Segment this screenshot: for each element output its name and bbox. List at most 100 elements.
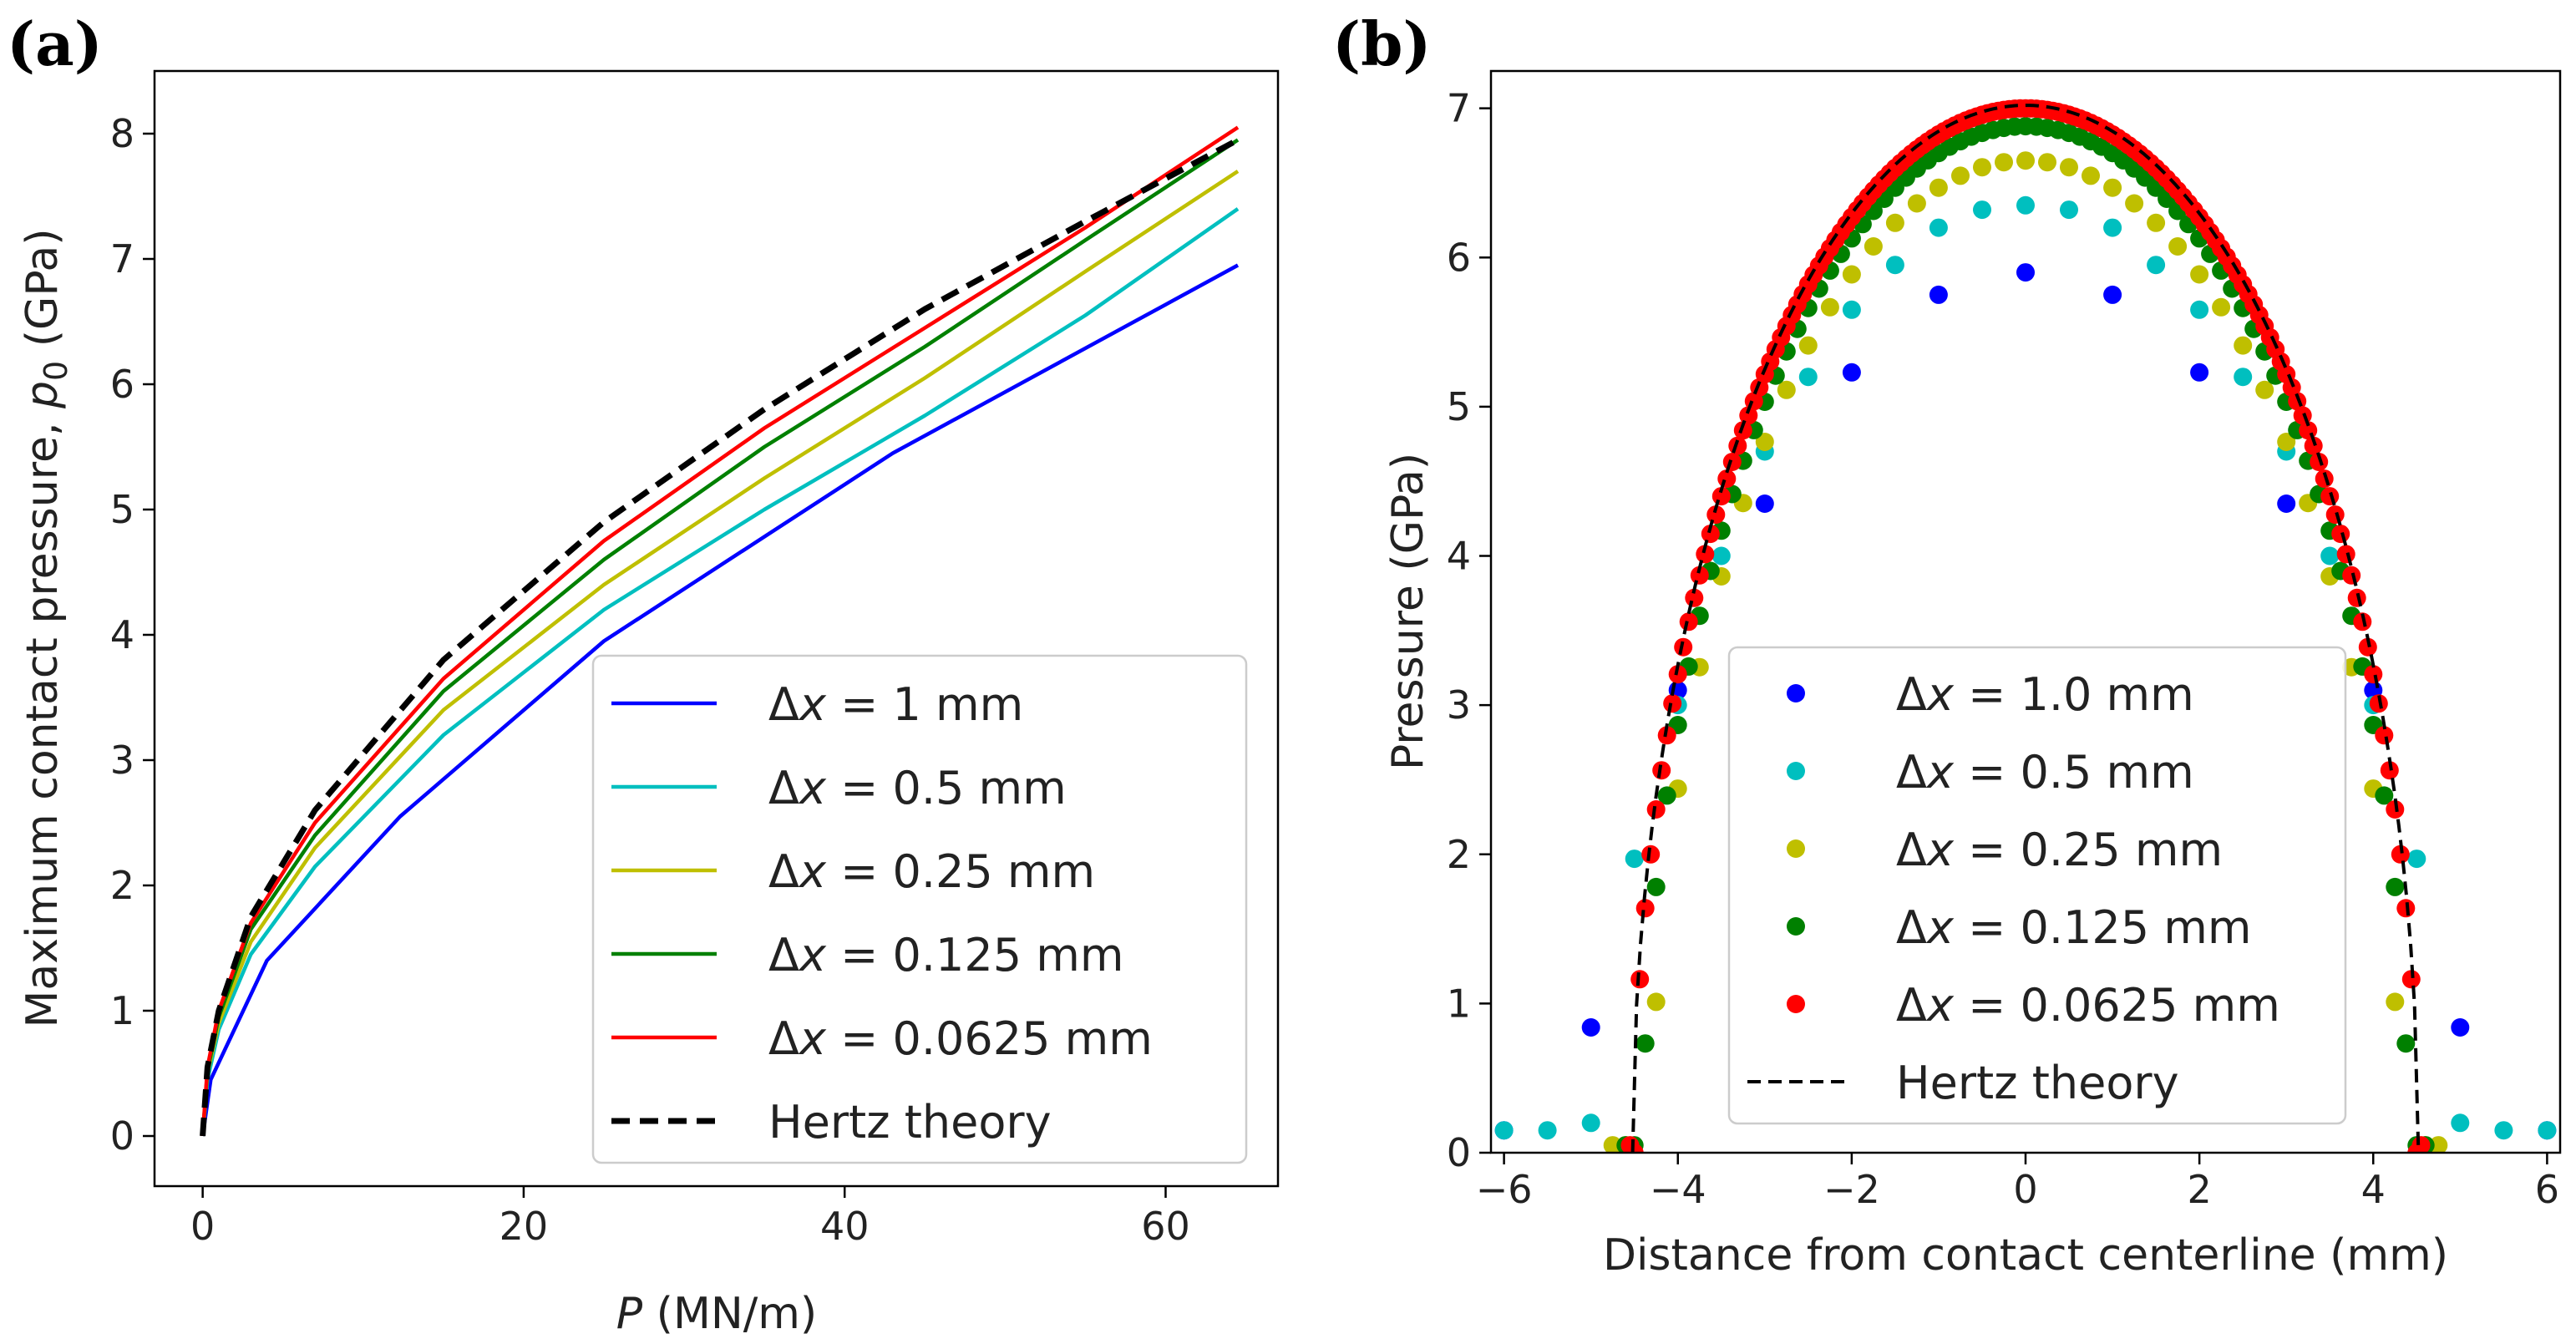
panel-a-series-line-5 xyxy=(200,137,1240,1137)
panel-b-series-2-point-15 xyxy=(1973,158,1991,177)
panel-b-series-1-point-9 xyxy=(1885,256,1904,275)
panel-b-legend-text-0: = 1.0 mm xyxy=(1954,668,2194,721)
panel-a-y-tick-label-1: 1 xyxy=(110,988,134,1033)
panel-a-legend-var-2: x xyxy=(798,845,827,898)
panel-a-legend-label-2: Δx = 0.25 mm xyxy=(768,845,1095,898)
panel-a-y-tick-label-4: 4 xyxy=(110,612,134,657)
panel-b-legend-swatch-1 xyxy=(1787,762,1805,780)
panel-b-x-tick-label-3: 0 xyxy=(2013,1167,2037,1212)
panel-b-legend-text-3: = 0.125 mm xyxy=(1954,901,2252,954)
panel-b-y-tick-label-2: 2 xyxy=(1447,832,1471,877)
panel-b-y-ticks: 0 1 2 3 4 5 6 7 xyxy=(1447,86,1491,1175)
panel-a-axes-frame xyxy=(153,69,1280,1188)
panel-b-series-1-point-17 xyxy=(2234,368,2253,387)
panel-b-plot-area xyxy=(1494,99,2557,1153)
panel-b-legend-swatch-3 xyxy=(1787,917,1805,936)
panel-b-series-0-point-5 xyxy=(1929,285,1948,304)
panel-a-legend-delta-3: Δ xyxy=(768,929,799,981)
panel-b-series-1-point-2 xyxy=(1581,1113,1600,1133)
panel-b-label: (b) xyxy=(1332,8,1431,79)
panel-b-x-ticks: −6 −4 −2 0 2 4 6 xyxy=(1476,1153,2559,1212)
panel-a-legend-label-3: Δx = 0.125 mm xyxy=(768,929,1123,981)
panel-b-series-1-point-0 xyxy=(1494,1121,1514,1140)
panel-a-x-tick-label-1: 20 xyxy=(499,1204,549,1249)
panel-b-series-1-point-10 xyxy=(1929,218,1948,237)
panel-a-legend-label-4: Δx = 0.0625 mm xyxy=(768,1012,1153,1065)
panel-a-legend-label-5: Hertz theory xyxy=(768,1096,1052,1149)
panel-b-series-2-point-28 xyxy=(2255,380,2274,399)
panel-a-x-axis-label-var: P xyxy=(616,1289,643,1339)
panel-a-legend-var-4: x xyxy=(798,1012,827,1065)
panel-b-y-tick-label-5: 5 xyxy=(1447,384,1471,429)
panel-b-series-0-point-3 xyxy=(1755,494,1774,513)
panel-a-y-tick-label-3: 3 xyxy=(110,738,134,783)
panel-a-legend-var-3: x xyxy=(798,929,827,981)
panel-b-series-2-point-8 xyxy=(1820,297,1839,317)
panel-b-series-1-point-19 xyxy=(2320,546,2340,565)
panel-b-y-tick-label-4: 4 xyxy=(1447,534,1471,579)
panel-b-series-4-point-142 xyxy=(2396,899,2416,918)
panel-b-series-1-point-8 xyxy=(1842,300,1861,319)
panel-a-y-tick-label-6: 6 xyxy=(110,362,134,407)
panel-b-legend-delta-2: Δ xyxy=(1896,824,1927,876)
panel-a-label: (a) xyxy=(7,8,103,79)
panel-b-legend-text-1: = 0.5 mm xyxy=(1954,746,2194,799)
panel-b-series-3-point-69 xyxy=(2386,877,2405,896)
panel-b-series-0-point-6 xyxy=(2016,263,2035,282)
panel-b-series-1-point-22 xyxy=(2451,1113,2470,1133)
panel-b-series-4-point-2 xyxy=(1635,899,1655,918)
panel-b-y-tick-label-7: 7 xyxy=(1447,86,1471,131)
panel-b-series-4-point-6 xyxy=(1657,726,1676,745)
panel-b-series-0-point-4 xyxy=(1842,363,1861,382)
panel-b-series-1-point-1 xyxy=(1538,1121,1557,1140)
panel-b-series-2-point-16 xyxy=(1995,153,2013,172)
panel-b-series-4-point-129 xyxy=(2325,505,2345,525)
panel-a-y-axis-label-sub: 0 xyxy=(38,361,74,381)
panel-b-series-3-point-1 xyxy=(1646,877,1666,896)
panel-b-legend-delta-0: Δ xyxy=(1896,668,1927,721)
panel-b-series-2-point-14 xyxy=(1951,166,1970,185)
panel-b-series-3-point-2 xyxy=(1657,786,1676,805)
panel-b-series-2-point-11 xyxy=(1885,213,1904,232)
panel-b-legend-var-2: x xyxy=(1925,824,1955,876)
panel-b-legend-label-0: Δx = 1.0 mm xyxy=(1896,668,2194,721)
panel-a-legend-delta-0: Δ xyxy=(768,678,799,731)
panel-a-legend-text-1: = 0.5 mm xyxy=(826,762,1067,814)
panel-b-legend-var-4: x xyxy=(1925,979,1955,1032)
panel-b-x-tick-label-4: 2 xyxy=(2187,1167,2211,1212)
panel-a-y-axis-label: Maximum contact pressure, p0 (GPa) xyxy=(18,228,74,1027)
panel-b-legend-label-1: Δx = 0.5 mm xyxy=(1896,746,2194,799)
panel-b-series-4-point-125 xyxy=(2304,436,2323,455)
panel-b-series-1-point-16 xyxy=(2190,300,2209,319)
panel-a-y-tick-label-0: 0 xyxy=(110,1113,134,1159)
panel-b-series-2-point-27 xyxy=(2234,336,2253,355)
panel-b-legend-var-0: x xyxy=(1925,668,1955,721)
panel-a-plot-area xyxy=(200,125,1240,1137)
panel-b-series-1-point-24 xyxy=(2538,1121,2557,1140)
panel-b-series-0-point-8 xyxy=(2190,363,2209,382)
panel-b-legend-var-3: x xyxy=(1925,901,1955,954)
panel-b-legend-text-2: = 0.25 mm xyxy=(1954,824,2223,876)
panel-b-series-1-point-15 xyxy=(2147,256,2166,275)
panel-b-series-4-point-127 xyxy=(2315,469,2334,489)
panel-b-series-4-point-130 xyxy=(2331,525,2350,544)
panel-b: (b) −6 −4 −2 0 2 4 6 0 1 2 3 4 5 6 7 Distance from co… xyxy=(1332,8,2562,1281)
panel-b-series-3-point-0 xyxy=(1635,1034,1655,1053)
panel-a-legend-text-3: = 0.125 mm xyxy=(826,929,1124,981)
panel-b-series-4-point-143 xyxy=(2401,970,2421,989)
panel-b-series-2-point-25 xyxy=(2190,265,2209,284)
panel-b-series-4-point-21 xyxy=(1739,406,1758,425)
panel-a-legend-var-0: x xyxy=(798,678,827,731)
panel-b-series-1-point-14 xyxy=(2103,218,2122,237)
panel-b-legend-box xyxy=(1727,646,2347,1125)
panel-a-x-axis-label-unit: (MN/m) xyxy=(642,1289,817,1339)
panel-b-series-4-point-4 xyxy=(1646,800,1666,819)
panel-a-y-axis-label-main: Maximum contact pressure, xyxy=(18,408,68,1028)
panel-b-series-2-point-23 xyxy=(2147,213,2166,232)
panel-b-series-2-point-17 xyxy=(2016,151,2035,170)
panel-a-x-ticks: 0 20 40 60 xyxy=(190,1186,1190,1249)
panel-b-legend-delta-4: Δ xyxy=(1896,979,1927,1032)
panel-b-series-4-point-138 xyxy=(2375,726,2394,745)
panel-b-series-2-point-20 xyxy=(2082,166,2100,185)
